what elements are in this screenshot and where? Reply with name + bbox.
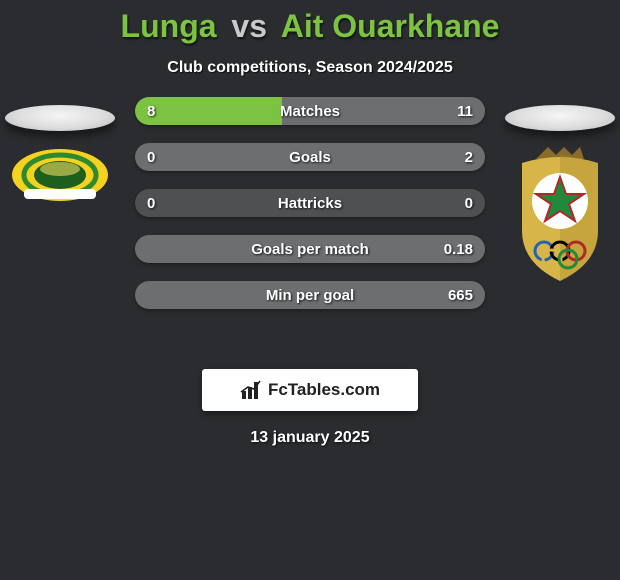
stat-row: Hattricks0 0 bbox=[135, 189, 485, 217]
bar-chart-icon bbox=[240, 379, 262, 401]
stat-label: Goals per match bbox=[135, 235, 485, 263]
player-right-base-ellipse bbox=[505, 105, 615, 131]
stat-label: Matches bbox=[135, 97, 485, 125]
club-badge-right bbox=[510, 145, 610, 290]
stat-value-right: 2 bbox=[465, 143, 473, 171]
player-left-base-ellipse bbox=[5, 105, 115, 131]
stat-row: Goals per match0.18 bbox=[135, 235, 485, 263]
stat-value-left: 0 bbox=[147, 143, 155, 171]
subtitle: Club competitions, Season 2024/2025 bbox=[0, 59, 620, 77]
stat-label: Goals bbox=[135, 143, 485, 171]
title-player1: Lunga bbox=[121, 8, 217, 44]
player-right-silhouette bbox=[500, 105, 620, 131]
stat-value-left: 8 bbox=[147, 97, 155, 125]
title-player2: Ait Ouarkhane bbox=[281, 8, 500, 44]
stat-row: Goals0 2 bbox=[135, 143, 485, 171]
stat-value-right: 0.18 bbox=[444, 235, 473, 263]
stat-row: Min per goal665 bbox=[135, 281, 485, 309]
club-badge-left-icon bbox=[10, 145, 110, 205]
stat-value-right: 0 bbox=[465, 189, 473, 217]
stat-label: Hattricks bbox=[135, 189, 485, 217]
stat-row: Matches8 11 bbox=[135, 97, 485, 125]
watermark-text: FcTables.com bbox=[268, 380, 380, 400]
comparison-stage: Matches811Goals02Hattricks00Goals per ma… bbox=[0, 105, 620, 345]
stat-value-right: 11 bbox=[457, 97, 473, 125]
stat-value-left: 0 bbox=[147, 189, 155, 217]
stat-bars: Matches811Goals02Hattricks00Goals per ma… bbox=[135, 97, 485, 327]
date-line: 13 january 2025 bbox=[0, 429, 620, 447]
player-left-silhouette bbox=[0, 105, 120, 131]
watermark: FcTables.com bbox=[202, 369, 418, 411]
stat-label: Min per goal bbox=[135, 281, 485, 309]
club-badge-left bbox=[10, 145, 110, 210]
stat-value-right: 665 bbox=[448, 281, 473, 309]
title-vs: vs bbox=[231, 8, 267, 44]
club-badge-right-icon bbox=[510, 145, 610, 285]
page-title: Lunga vs Ait Ouarkhane bbox=[0, 0, 620, 45]
